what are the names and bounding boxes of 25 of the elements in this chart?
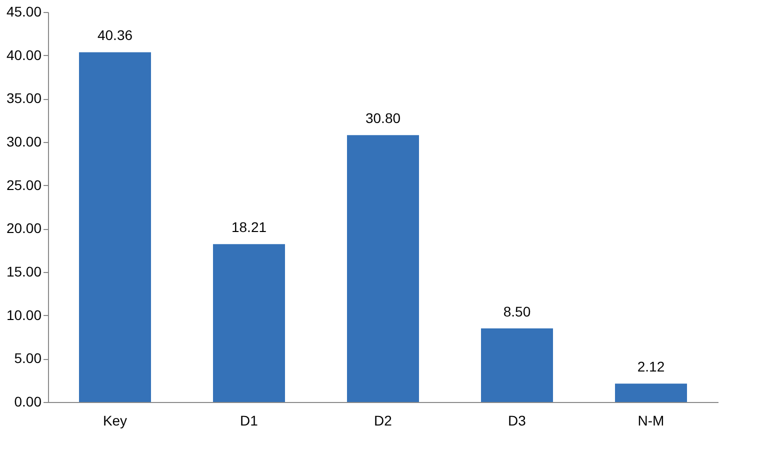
y-tick-label: 0.00 xyxy=(14,394,42,410)
data-label: 18.21 xyxy=(231,219,267,236)
x-tick-label: N-M xyxy=(638,412,664,428)
y-tick-label: 20.00 xyxy=(6,220,42,236)
data-label: 8.50 xyxy=(503,303,531,320)
x-tick-label: Key xyxy=(102,412,128,428)
bar xyxy=(615,384,687,402)
bar xyxy=(79,52,151,402)
y-tick-label: 10.00 xyxy=(6,306,42,323)
y-tick-label: 30.00 xyxy=(6,134,42,150)
y-tick-label: 45.00 xyxy=(6,4,42,20)
x-tick-label: D1 xyxy=(240,412,258,428)
y-tick-label: 40.00 xyxy=(6,46,42,63)
bar xyxy=(213,244,285,402)
y-tick-label: 15.00 xyxy=(6,264,42,280)
data-label: 30.80 xyxy=(365,110,401,126)
bar xyxy=(481,328,553,402)
y-tick-label: 5.00 xyxy=(14,350,42,366)
bar xyxy=(347,135,419,402)
x-tick-label: D2 xyxy=(374,412,392,428)
data-label: 2.12 xyxy=(637,358,665,375)
data-label: 40.36 xyxy=(97,27,133,44)
y-tick-label: 25.00 xyxy=(6,176,42,193)
y-tick-label: 35.00 xyxy=(6,90,42,106)
x-tick-label: D3 xyxy=(508,412,526,428)
